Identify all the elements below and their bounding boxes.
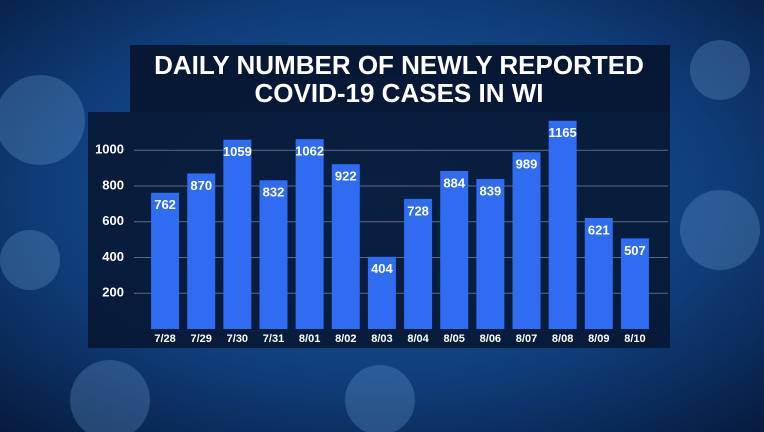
x-tick-label: 8/04 (407, 333, 429, 345)
value-label: 989 (516, 157, 538, 172)
virus-decoration (0, 40, 760, 432)
bar (404, 198, 433, 329)
y-tick-label: 600 (102, 213, 124, 228)
x-tick-label: 8/07 (516, 333, 537, 345)
value-label: 832 (263, 185, 285, 200)
bar (151, 192, 180, 329)
x-tick-label: 7/28 (154, 333, 175, 345)
chart-title: DAILY NUMBER OF NEWLY REPORTED (154, 50, 644, 80)
x-tick-label: 7/30 (227, 333, 248, 345)
bar (259, 180, 288, 329)
value-label: 621 (588, 222, 610, 237)
x-tick-label: 8/03 (371, 333, 392, 345)
value-label: 1059 (223, 144, 252, 159)
value-label: 404 (371, 261, 393, 276)
bar (187, 173, 216, 329)
value-label: 728 (407, 203, 429, 218)
chart-title: COVID-19 CASES IN WI (255, 78, 544, 108)
value-label: 507 (624, 243, 646, 258)
bar (548, 120, 577, 329)
y-tick-label: 200 (102, 285, 124, 300)
value-label: 1062 (295, 144, 324, 159)
value-label: 762 (154, 197, 176, 212)
bar (620, 238, 649, 329)
x-tick-label: 8/05 (444, 333, 465, 345)
y-tick-label: 400 (102, 249, 124, 264)
value-label: 1165 (549, 125, 577, 140)
value-label: 870 (190, 178, 212, 193)
bar (584, 217, 613, 329)
x-tick-label: 8/09 (588, 333, 609, 345)
value-label: 922 (335, 169, 357, 184)
x-tick-label: 8/08 (552, 333, 573, 345)
x-tick-label: 8/06 (480, 333, 501, 345)
bar (476, 179, 505, 329)
x-tick-label: 8/02 (335, 333, 356, 345)
value-label: 884 (443, 175, 465, 190)
bar (295, 139, 324, 329)
y-tick-label: 1000 (95, 142, 124, 157)
y-tick-label: 800 (102, 177, 124, 192)
bar (367, 256, 396, 329)
value-label: 839 (480, 183, 502, 198)
x-tick-label: 8/01 (299, 333, 320, 345)
x-tick-label: 7/29 (191, 333, 212, 345)
bar (512, 152, 541, 329)
bar (440, 170, 469, 329)
bar (223, 139, 252, 329)
title-panel (130, 45, 670, 112)
x-tick-label: 8/10 (624, 333, 645, 345)
x-tick-label: 7/31 (263, 333, 284, 345)
bar (331, 164, 360, 329)
